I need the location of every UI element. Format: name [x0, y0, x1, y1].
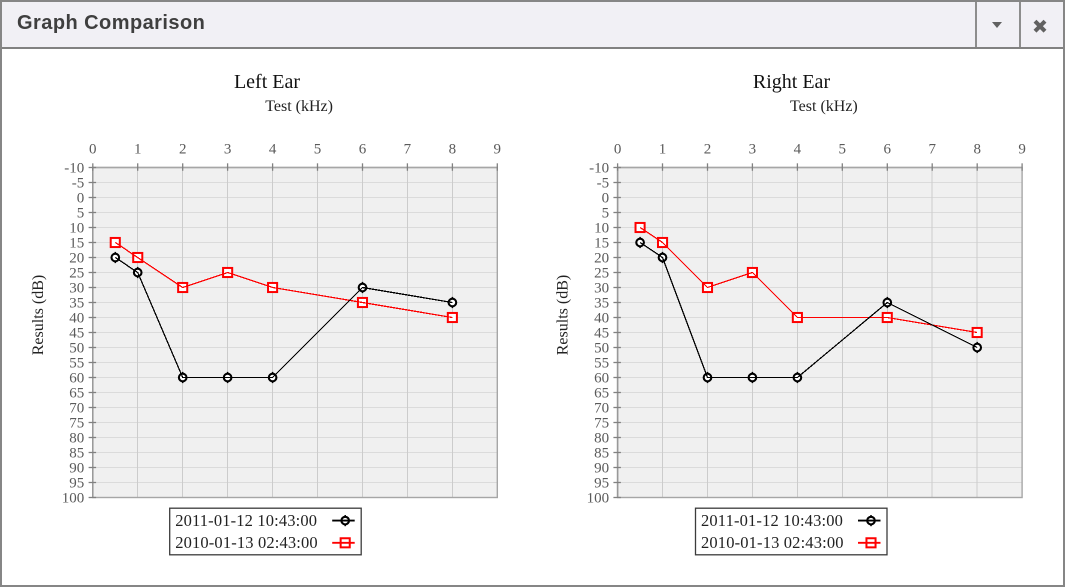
svg-text:2011-01-12 10:43:00: 2011-01-12 10:43:00	[701, 511, 843, 530]
svg-text:2010-01-13 02:43:00: 2010-01-13 02:43:00	[175, 533, 318, 552]
svg-text:2011-01-12 10:43:00: 2011-01-12 10:43:00	[175, 511, 317, 530]
svg-text:25: 25	[69, 265, 84, 281]
svg-text:0: 0	[602, 190, 610, 206]
svg-text:65: 65	[594, 385, 609, 401]
svg-text:2: 2	[179, 142, 187, 158]
svg-text:95: 95	[594, 475, 609, 491]
svg-text:100: 100	[62, 490, 85, 506]
svg-text:80: 80	[594, 430, 609, 446]
svg-text:6: 6	[884, 142, 892, 158]
svg-text:2: 2	[704, 142, 712, 158]
svg-text:35: 35	[69, 295, 84, 311]
svg-text:20: 20	[69, 250, 84, 266]
svg-text:-5: -5	[597, 175, 610, 191]
svg-text:8: 8	[449, 142, 457, 158]
svg-text:0: 0	[89, 142, 97, 158]
svg-text:0: 0	[614, 142, 622, 158]
svg-text:-10: -10	[64, 160, 84, 176]
svg-text:90: 90	[594, 460, 609, 476]
svg-text:85: 85	[69, 445, 84, 461]
svg-text:9: 9	[1018, 142, 1026, 158]
svg-text:5: 5	[839, 142, 847, 158]
svg-text:75: 75	[69, 415, 84, 431]
svg-text:90: 90	[69, 460, 84, 476]
svg-text:50: 50	[69, 340, 84, 356]
svg-text:70: 70	[594, 400, 609, 416]
svg-text:45: 45	[594, 325, 609, 341]
svg-text:35: 35	[594, 295, 609, 311]
svg-text:5: 5	[314, 142, 322, 158]
svg-text:Left Ear: Left Ear	[234, 71, 300, 93]
svg-text:30: 30	[594, 280, 609, 296]
svg-text:0: 0	[77, 190, 85, 206]
svg-text:9: 9	[494, 142, 502, 158]
svg-text:80: 80	[69, 430, 84, 446]
svg-text:Results (dB): Results (dB)	[30, 275, 47, 355]
svg-text:1: 1	[134, 142, 142, 158]
svg-text:15: 15	[594, 235, 609, 251]
svg-text:15: 15	[69, 235, 84, 251]
svg-text:60: 60	[594, 370, 609, 386]
svg-text:85: 85	[594, 445, 609, 461]
svg-text:70: 70	[69, 400, 84, 416]
svg-text:55: 55	[69, 355, 84, 371]
svg-text:1: 1	[659, 142, 667, 158]
svg-text:10: 10	[69, 220, 84, 236]
svg-text:60: 60	[69, 370, 84, 386]
svg-text:Test (kHz): Test (kHz)	[265, 98, 333, 115]
svg-text:4: 4	[269, 142, 277, 158]
svg-text:5: 5	[602, 205, 610, 221]
svg-text:5: 5	[77, 205, 85, 221]
svg-text:-5: -5	[72, 175, 85, 191]
svg-text:6: 6	[359, 142, 367, 158]
svg-text:75: 75	[594, 415, 609, 431]
svg-text:2010-01-13 02:43:00: 2010-01-13 02:43:00	[701, 533, 844, 552]
svg-text:55: 55	[594, 355, 609, 371]
svg-text:Test (kHz): Test (kHz)	[790, 98, 858, 115]
svg-text:100: 100	[587, 490, 610, 506]
svg-text:4: 4	[794, 142, 802, 158]
svg-text:7: 7	[404, 142, 412, 158]
svg-text:40: 40	[594, 310, 609, 326]
svg-text:3: 3	[224, 142, 232, 158]
svg-text:-10: -10	[589, 160, 609, 176]
svg-text:30: 30	[69, 280, 84, 296]
svg-text:20: 20	[594, 250, 609, 266]
svg-text:45: 45	[69, 325, 84, 341]
svg-text:65: 65	[69, 385, 84, 401]
svg-text:25: 25	[594, 265, 609, 281]
svg-text:10: 10	[594, 220, 609, 236]
svg-text:8: 8	[973, 142, 981, 158]
svg-text:Right Ear: Right Ear	[753, 71, 831, 93]
svg-text:3: 3	[749, 142, 757, 158]
svg-text:Results (dB): Results (dB)	[555, 275, 572, 355]
svg-text:7: 7	[928, 142, 936, 158]
svg-text:50: 50	[594, 340, 609, 356]
svg-text:95: 95	[69, 475, 84, 491]
svg-text:40: 40	[69, 310, 84, 326]
